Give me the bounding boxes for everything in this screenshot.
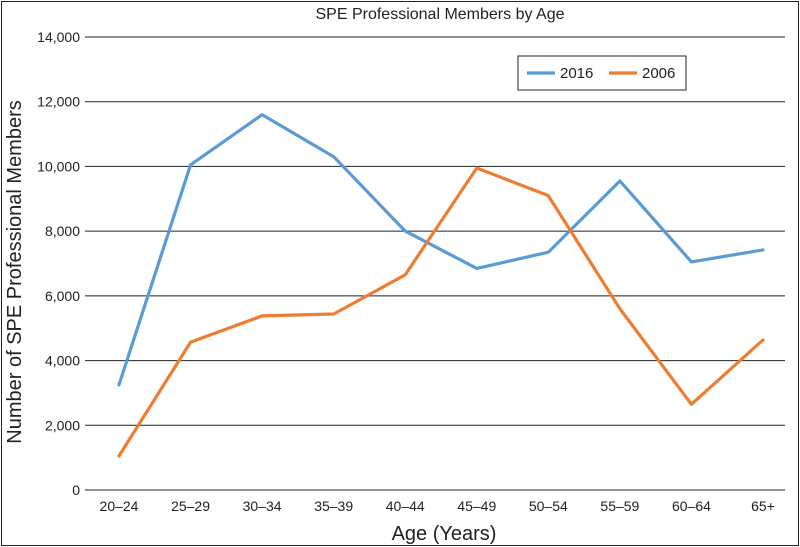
x-tick-label: 50–54 [529,498,568,514]
y-tick-label: 4,000 [45,353,80,369]
x-tick-label: 20–24 [100,498,139,514]
y-tick-label: 6,000 [45,288,80,304]
x-tick-label: 60–64 [672,498,711,514]
chart-title: SPE Professional Members by Age [315,6,564,23]
y-tick-label: 14,000 [37,29,80,45]
x-axis-title: Age (Years) [392,523,497,545]
series-line-2016 [117,113,765,387]
y-tick-label: 12,000 [37,94,80,110]
x-tick-label: 45–49 [457,498,496,514]
legend-label-2006: 2006 [642,65,675,82]
x-tick-label: 65+ [751,498,775,514]
x-tick-label: 55–59 [600,498,639,514]
x-tick-label: 40–44 [386,498,425,514]
y-axis-ticks: 0 2,000 4,000 6,000 8,000 10,000 12,000 14,000 [37,29,80,498]
legend: 2016 2006 [517,55,687,91]
x-tick-label: 30–34 [243,498,282,514]
y-tick-label: 10,000 [37,158,80,174]
y-axis-title: Number of SPE Professional Members [4,100,26,443]
x-axis-ticks: 20–24 25–29 30–34 35–39 40–44 45–49 50–54 55–59… [100,498,775,514]
series-lines [117,113,765,458]
legend-label-2016: 2016 [560,65,593,82]
series-line-2006 [117,166,765,458]
x-tick-label: 35–39 [314,498,353,514]
y-tick-label: 0 [72,482,80,498]
x-tick-label: 25–29 [171,498,210,514]
gridlines [85,36,785,491]
y-tick-label: 8,000 [45,223,80,239]
y-tick-label: 2,000 [45,417,80,433]
